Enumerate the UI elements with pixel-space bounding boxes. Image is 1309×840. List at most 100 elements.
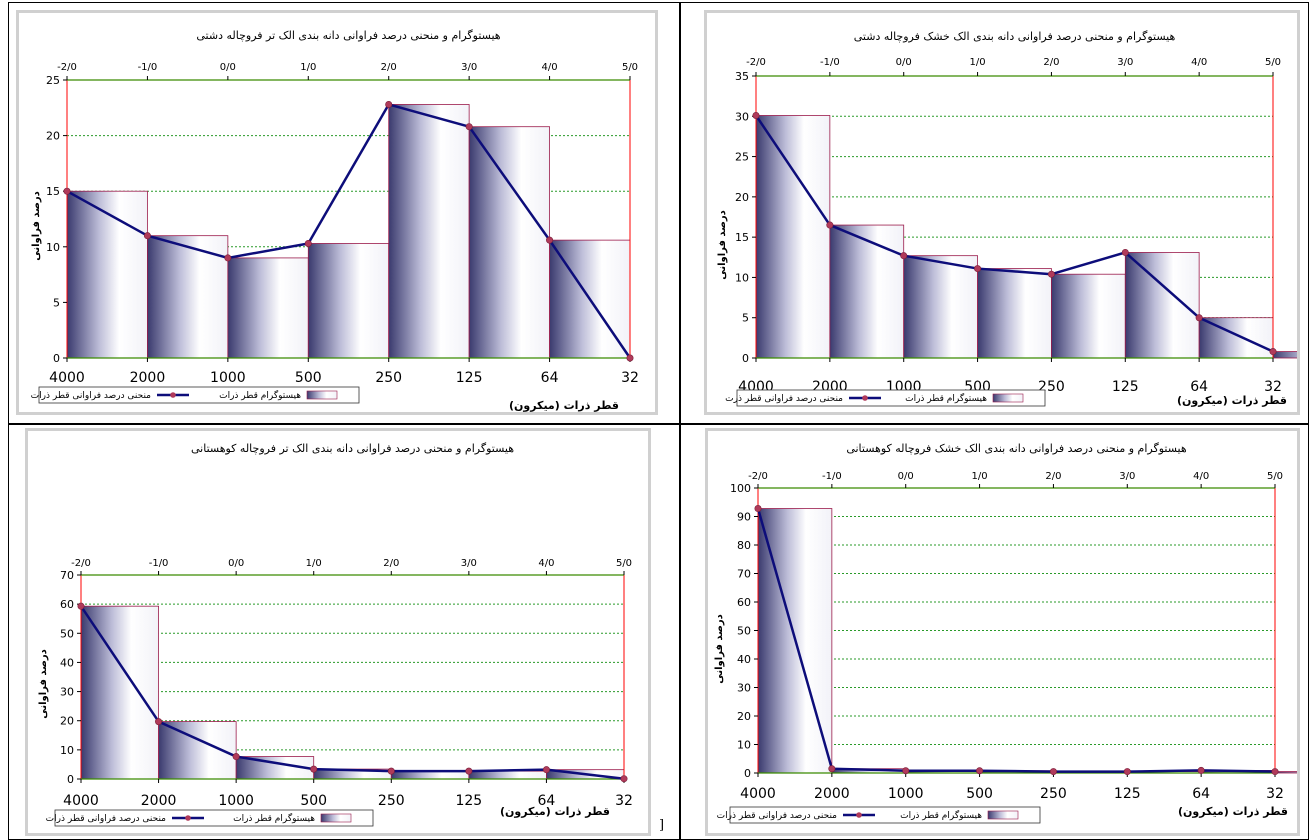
frequency-curve xyxy=(79,605,625,780)
y-tick-label: 35 xyxy=(735,70,749,83)
x-tick-label-bottom: 125 xyxy=(456,370,483,386)
curve-point xyxy=(542,766,550,774)
histogram-bar xyxy=(147,235,229,359)
histogram-bar xyxy=(227,257,309,359)
y-tick-label: 10 xyxy=(60,744,74,757)
x-tick-label-bottom: 1000 xyxy=(210,370,246,386)
curve-point xyxy=(310,765,318,773)
curve-point xyxy=(1121,248,1129,256)
y-axis-title: درصد فراوانی xyxy=(717,210,728,280)
x-tick-label-top: 5/0 xyxy=(622,62,638,73)
x-axis-title: قطر ذرات (میکرون) xyxy=(509,399,619,412)
chart-title: هیستوگرام و منحنی درصد فراوانی دانه بندی… xyxy=(846,442,1187,455)
x-tick-label-bottom: 1000 xyxy=(218,793,254,809)
x-tick-label-top: 1/0 xyxy=(306,558,322,569)
y-tick-label: 70 xyxy=(737,568,751,581)
x-tick-label-top: -1/0 xyxy=(822,471,842,482)
y-tick-label: 90 xyxy=(737,511,751,524)
legend-line-marker xyxy=(185,815,191,821)
x-tick-label-bottom: 64 xyxy=(541,370,559,386)
legend-bar-label: هیستوگرام قطر ذرات xyxy=(219,389,301,401)
histogram-bar xyxy=(1124,252,1200,359)
x-tick-label-top: 2/0 xyxy=(383,558,399,569)
y-tick-label: 70 xyxy=(60,569,74,582)
curve-point xyxy=(304,239,312,247)
x-tick-label-bottom: 250 xyxy=(378,793,405,809)
x-tick-label-top: 3/0 xyxy=(1119,471,1135,482)
y-tick-label: 20 xyxy=(735,191,749,204)
y-tick-label: 20 xyxy=(737,710,751,723)
curve-point xyxy=(224,254,232,262)
histogram-bar xyxy=(388,104,470,359)
x-tick-label-top: 1/0 xyxy=(970,57,986,68)
curve-point xyxy=(620,775,628,783)
curve-point xyxy=(232,753,240,761)
curve-point xyxy=(1049,768,1057,776)
chart-panel-dry-plain: هیستوگرام و منحنی درصد فراوانی دانه بندی… xyxy=(704,10,1309,415)
curve-point xyxy=(1195,314,1203,322)
curve-point xyxy=(143,232,151,240)
x-tick-label-bottom: 1000 xyxy=(888,786,924,802)
y-tick-label: 30 xyxy=(735,110,749,123)
x-tick-label-bottom: 500 xyxy=(966,786,993,802)
x-tick-label-bottom: 125 xyxy=(1114,786,1141,802)
histogram-bar xyxy=(307,243,390,359)
y-tick-label: 0 xyxy=(53,352,60,365)
legend-box xyxy=(54,809,374,827)
x-tick-label-top: 3/0 xyxy=(461,558,477,569)
chart-panel-wet-plain: هیستوگرام و منحنی درصد فراوانی دانه بندی… xyxy=(16,10,658,415)
histogram-bar xyxy=(903,255,978,359)
chart-dry-mountain: هیستوگرام و منحنی درصد فراوانی دانه بندی… xyxy=(714,442,1309,824)
histogram-bar xyxy=(66,190,148,359)
curve-point xyxy=(1047,270,1055,278)
histogram-bar xyxy=(1272,351,1309,359)
legend-bar-swatch xyxy=(320,813,352,823)
y-tick-label: 25 xyxy=(735,151,749,164)
x-tick-label-top: -1/0 xyxy=(820,57,840,68)
curve-point xyxy=(546,236,554,244)
legend-line-marker xyxy=(862,395,868,401)
curve-point xyxy=(828,765,836,773)
x-tick-label-top: 5/0 xyxy=(1267,471,1283,482)
x-tick-label-bottom: 125 xyxy=(455,793,482,809)
histogram-bar xyxy=(977,268,1052,359)
x-tick-label-top: -2/0 xyxy=(71,558,91,569)
curve-point xyxy=(902,767,910,775)
x-tick-label-top: 5/0 xyxy=(616,558,632,569)
x-tick-label-bottom: 250 xyxy=(375,370,402,386)
y-tick-label: 20 xyxy=(60,715,74,728)
x-tick-label-bottom: 125 xyxy=(1112,379,1139,395)
x-tick-label-top: 0/0 xyxy=(228,558,244,569)
x-tick-label-top: 4/0 xyxy=(542,62,558,73)
x-tick-label-top: -2/0 xyxy=(748,471,768,482)
x-tick-label-top: 2/0 xyxy=(381,62,397,73)
y-tick-label: 15 xyxy=(735,231,749,244)
histogram-bar xyxy=(829,224,905,359)
x-tick-label-top: -2/0 xyxy=(57,62,77,73)
curve-point xyxy=(1123,768,1131,776)
legend-bar-swatch xyxy=(306,390,338,400)
curve-point xyxy=(1197,766,1205,774)
y-tick-label: 0 xyxy=(742,352,749,365)
chart-wet-plain: هیستوگرام و منحنی درصد فراوانی دانه بندی… xyxy=(31,29,639,412)
curve-point xyxy=(976,767,984,775)
x-tick-label-bottom: 4000 xyxy=(740,786,776,802)
x-tick-label-top: 1/0 xyxy=(300,62,316,73)
legend-line-label: منحنی درصد فراوانی قطر ذرت xyxy=(725,394,843,404)
curve-point xyxy=(385,100,393,108)
y-axis-title: درصد فراوانی xyxy=(31,191,42,261)
y-axis-title: درصد فراوانی xyxy=(714,614,725,684)
x-tick-label-top: 0/0 xyxy=(896,57,912,68)
x-tick-label-top: 0/0 xyxy=(220,62,236,73)
y-tick-label: 0 xyxy=(67,773,74,786)
chart-title: هیستوگرام و منحنی درصد فراوانی دانه بندی… xyxy=(191,442,514,455)
curve-point xyxy=(1271,768,1279,776)
legend-box xyxy=(729,806,1041,824)
curve-point xyxy=(752,111,760,119)
legend-bar-swatch xyxy=(987,810,1019,820)
x-tick-label-bottom: 2000 xyxy=(130,370,166,386)
chart-panel-wet-mountain: هیستوگرام و منحنی درصد فراوانی دانه بندی… xyxy=(25,428,651,836)
legend-box xyxy=(38,386,360,404)
x-tick-label-top: -1/0 xyxy=(149,558,169,569)
y-tick-label: 20 xyxy=(46,130,60,143)
